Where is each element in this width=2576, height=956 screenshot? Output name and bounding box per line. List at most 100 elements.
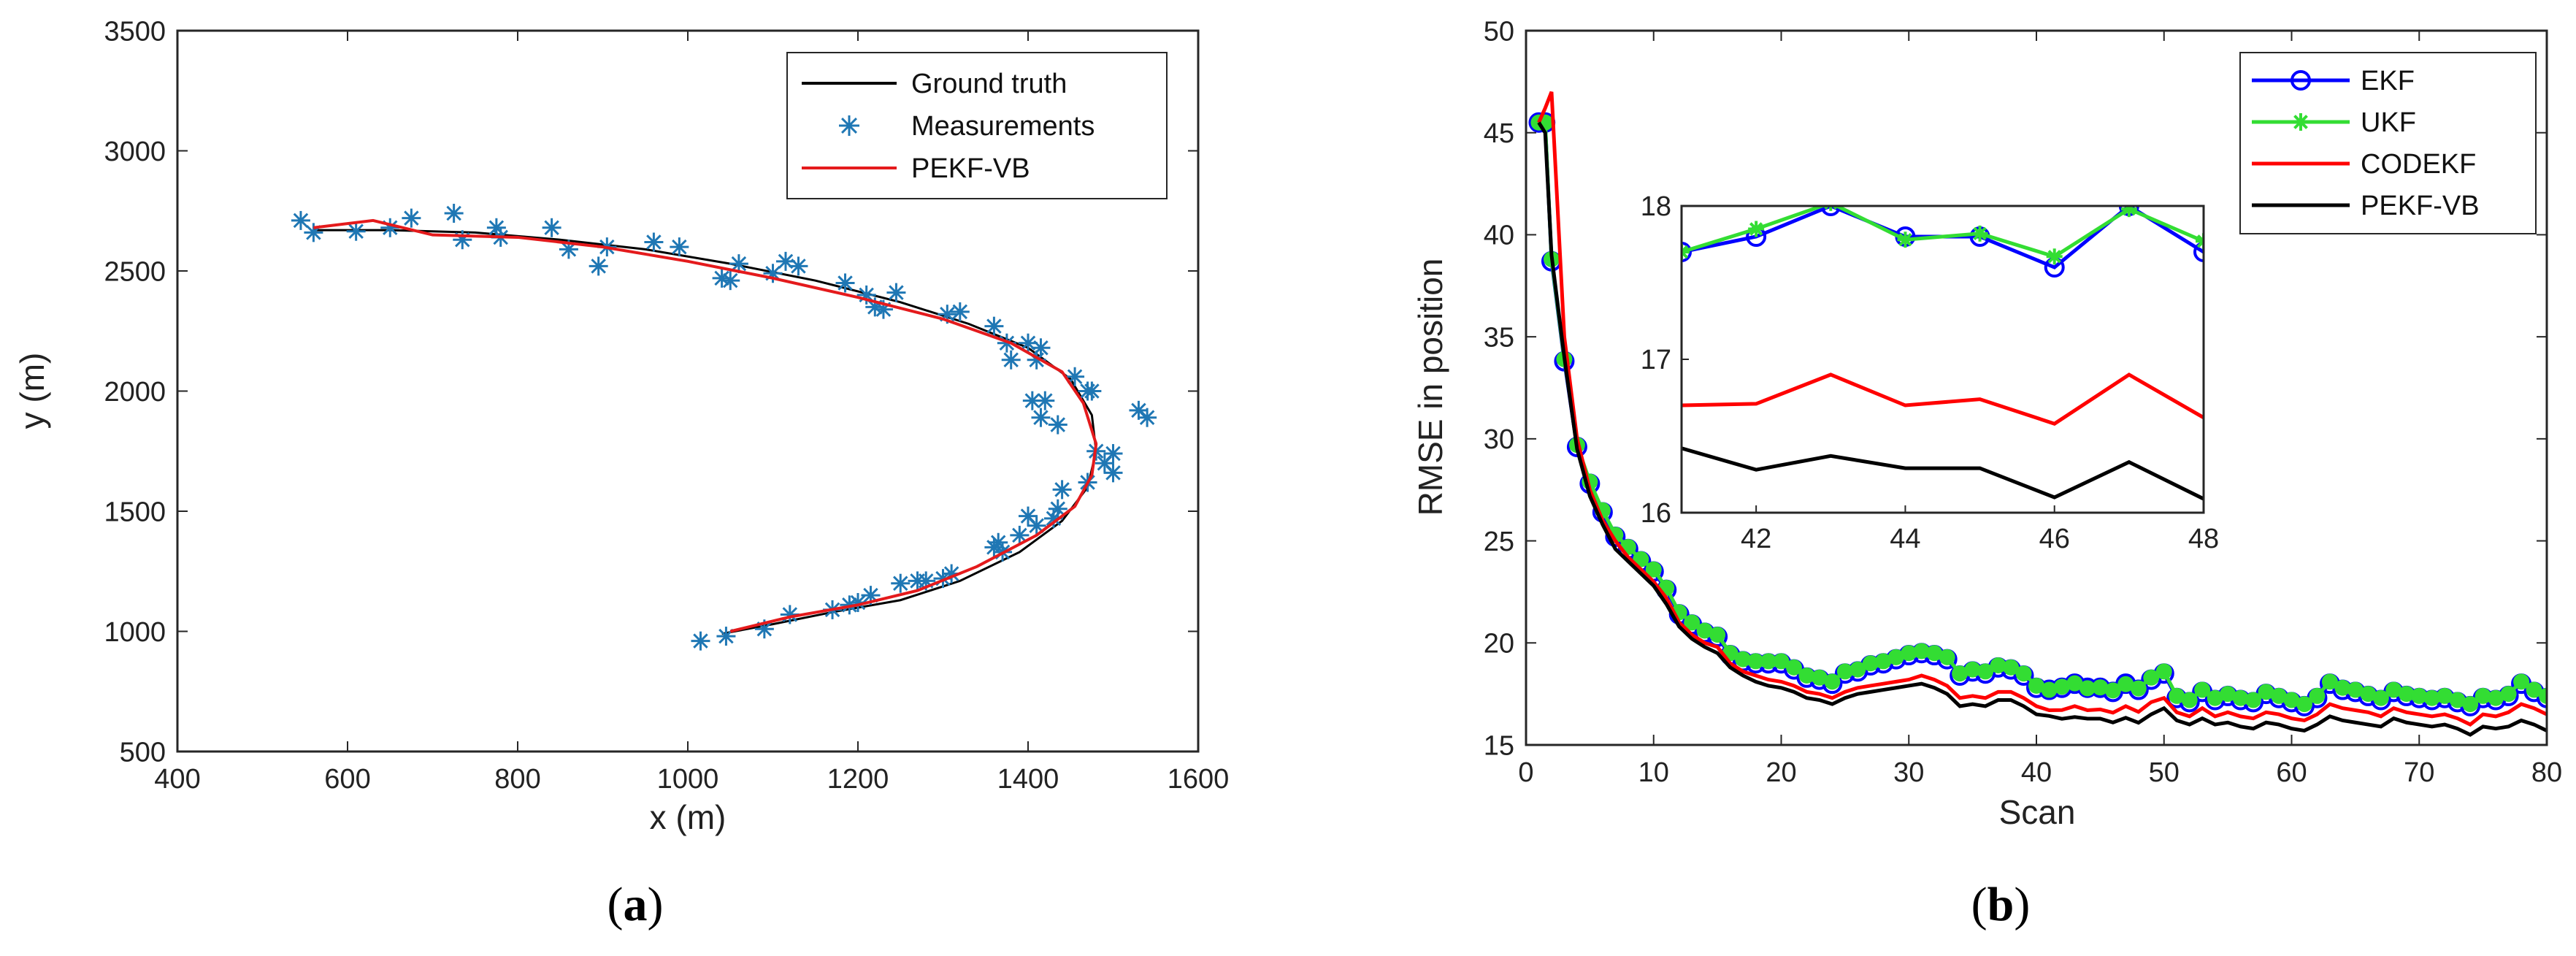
measurement-point [1095, 454, 1114, 473]
inset-ekf-marker [1682, 242, 1692, 262]
y-tick-label: 20 [1484, 629, 1514, 659]
ukf-marker [1913, 643, 1930, 659]
ukf-marker [1645, 561, 1662, 578]
series-line-ground-truth [313, 229, 1097, 635]
ukf-marker [1785, 659, 1802, 676]
legend-marker [2291, 70, 2311, 91]
measurement-point [644, 232, 664, 252]
inset-ukf-marker [2120, 206, 2137, 218]
ukf-marker [2041, 681, 2058, 698]
measurement-point [1078, 381, 1097, 401]
inset-x-tick-label: 42 [1741, 524, 1771, 554]
panel-a-legend: Ground truth Measurements PEKF-VB [786, 52, 1168, 199]
y-tick-label: 40 [1484, 221, 1514, 251]
ukf-marker [1709, 627, 1726, 643]
measurement-point [1035, 391, 1055, 410]
panel-b: 0 10 20 30 40 50 60 70 80 15 20 25 30 35 40 45 50 Scan R… [1411, 16, 2562, 931]
measurement-point [835, 273, 855, 293]
ukf-marker [1849, 661, 1866, 678]
ekf-marker [2537, 687, 2547, 708]
ukf-marker [2015, 665, 2032, 682]
panel-b-tick-labels: 0 10 20 30 40 50 60 70 80 15 20 25 30 35 40 45 50 [1484, 16, 2562, 788]
measurement-point [908, 571, 927, 591]
ukf-marker [2347, 681, 2364, 698]
panel-a-tick-labels: 400 600 800 1000 1200 1400 1600 500 1000 1500 2000… [104, 16, 1229, 795]
measurement-point [984, 316, 1004, 336]
ukf-marker [2155, 663, 2172, 680]
x-tick-label: 800 [494, 764, 540, 795]
x-tick-label: 1400 [997, 764, 1059, 795]
inset-line-ukf [1682, 206, 2204, 259]
measurement-point [1138, 408, 1157, 427]
ukf-marker [2334, 679, 2351, 696]
legend-label: Ground truth [911, 69, 1067, 99]
x-tick-label: 400 [154, 764, 200, 795]
y-tick-label: 30 [1484, 424, 1514, 455]
panel-a: 400 600 800 1000 1200 1400 1600 500 1000 1500 2000… [13, 16, 1229, 931]
ukf-marker [2360, 686, 2377, 703]
ukf-marker [2028, 677, 2044, 694]
x-tick-label: 40 [2021, 757, 2052, 788]
legend-label: CODEKF [2361, 149, 2476, 180]
x-tick-label: 50 [2149, 757, 2180, 788]
ukf-marker [2309, 687, 2326, 704]
ukf-marker [1964, 661, 1981, 678]
inset-tick-labels: 42 44 46 48 16 17 18 [1641, 191, 2219, 554]
measurement-point [1065, 367, 1085, 386]
ukf-marker [2423, 689, 2440, 706]
measurement-point [589, 256, 608, 276]
ukf-marker [2207, 689, 2223, 706]
ukf-marker [1887, 649, 1904, 665]
inset-ukf-marker [1682, 244, 1690, 260]
inset-ukf-marker [1748, 221, 1765, 237]
panel-b-xlabel: Scan [1999, 793, 2076, 831]
x-tick-label: 20 [1766, 757, 1796, 788]
ukf-marker [2283, 692, 2300, 708]
y-tick-label: 2000 [104, 377, 166, 408]
measurement-point [1103, 444, 1123, 464]
y-tick-label: 500 [120, 737, 166, 768]
inset-ukf-marker [2046, 248, 2063, 265]
panel-b-ylabel: RMSE in position [1411, 259, 1449, 516]
ukf-marker [1684, 614, 1701, 631]
measurement-point [886, 283, 906, 302]
ukf-marker [1990, 657, 2006, 674]
measurement-point [1031, 338, 1051, 358]
legend-label: EKF [2361, 66, 2415, 96]
ukf-marker [2398, 686, 2415, 703]
ukf-marker [2130, 680, 2147, 697]
ukf-marker [1939, 649, 1955, 665]
ukf-marker [1773, 653, 1790, 670]
ukf-marker [1798, 667, 1815, 684]
ukf-marker [1926, 645, 1943, 662]
measurement-point [346, 221, 366, 241]
inset-y-tick-label: 16 [1641, 498, 1671, 529]
panel-b-legend: EKF UKF CODEKF PEKF-VB [2239, 52, 2537, 234]
measurement-point [950, 302, 970, 321]
y-tick-label: 1500 [104, 497, 166, 527]
series-line-pekf-vb [1537, 121, 2547, 737]
x-tick-label: 0 [1518, 757, 1533, 788]
ukf-marker [2411, 687, 2428, 704]
measurement-point [1010, 525, 1030, 545]
y-tick-label: 45 [1484, 118, 1514, 149]
measurement-point [789, 256, 808, 276]
inset-plot-area [1682, 206, 2204, 501]
ukf-marker [1977, 663, 1994, 680]
x-tick-label: 1000 [657, 764, 719, 795]
measurement-point [721, 271, 740, 291]
y-tick-label: 35 [1484, 322, 1514, 353]
inset-y-tick-label: 18 [1641, 191, 1671, 222]
inset-ukf-marker [1971, 225, 1988, 242]
panel-a-ylabel: y (m) [13, 353, 51, 429]
ukf-marker [2053, 678, 2070, 695]
panel-b-plot-area [1528, 91, 2547, 737]
ukf-marker [2181, 692, 2198, 708]
series-line-pekf-vb [313, 218, 1098, 633]
measurement-point [891, 573, 911, 593]
ukf-marker [1811, 669, 1828, 686]
inset-ukf-marker [2196, 233, 2204, 250]
inset-x-tick-label: 46 [2039, 524, 2070, 554]
ukf-marker [2437, 687, 2453, 704]
